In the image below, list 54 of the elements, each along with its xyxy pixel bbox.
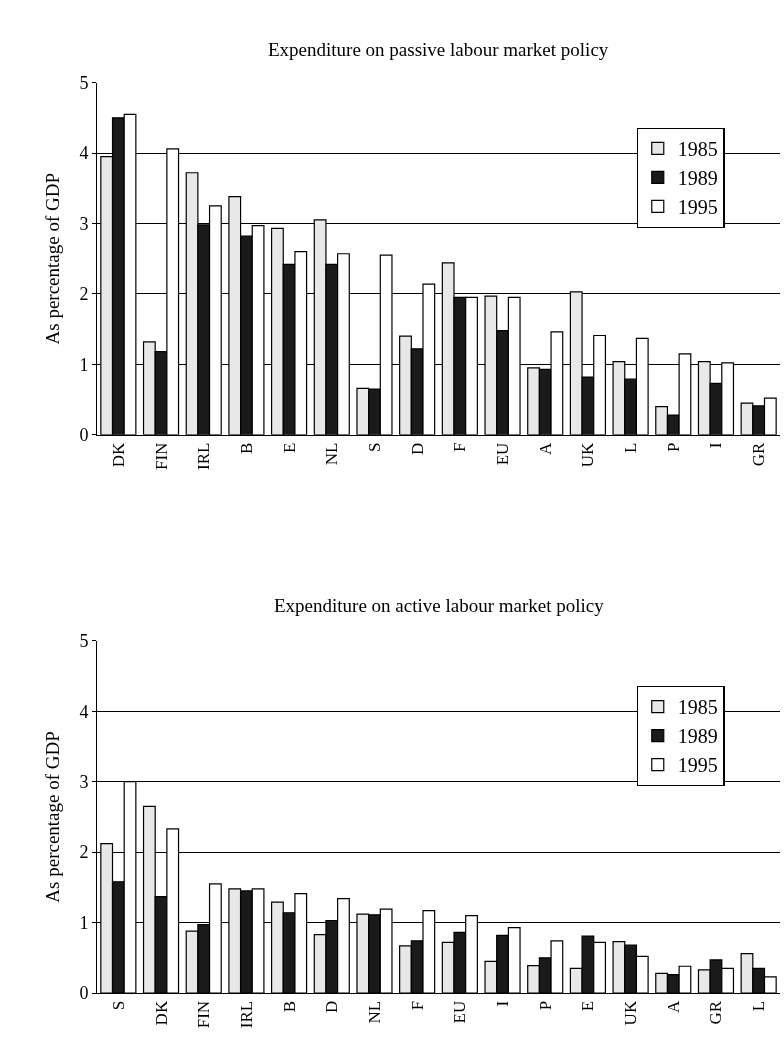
legend-label: 1985 [677,138,718,161]
x-tick-label: B [236,442,256,454]
x-tick-label: IRL [194,442,214,470]
legend-label: 1989 [677,167,718,190]
x-tick-label: GR [706,1000,726,1025]
x-tick-label: NL [322,442,342,466]
x-tick-label: D [322,1000,342,1014]
y-tick-label: 2 [79,284,89,305]
legend-label: 1995 [677,196,718,219]
x-tick-label: B [279,1000,299,1013]
chart-title: Expenditure on active labour market policy [274,595,605,616]
x-tick-label: F [407,1000,427,1011]
legend-label: 1985 [677,696,718,719]
y-tick-label: 4 [79,701,89,722]
x-tick-label: NL [364,1000,384,1024]
x-tick-label: P [535,1000,555,1011]
x-tick-label: IRL [236,1000,256,1029]
x-tick-label: FIN [194,1000,214,1029]
x-tick-label: E [279,442,299,453]
y-tick-label: 3 [79,213,89,234]
x-tick-label: GR [749,441,769,467]
y-tick-label: 2 [79,842,89,863]
y-tick-label: 0 [79,983,89,1004]
x-tick-label: D [407,442,427,455]
x-tick-label: A [663,1000,683,1014]
y-tick-label: 4 [79,143,89,164]
x-tick-label: S [108,1000,128,1011]
chart-title: Expenditure on passive labour market policy [268,39,609,60]
y-axis-title: As percentage of GDP [42,731,64,903]
x-tick-label: A [535,441,555,455]
x-tick-label: L [749,1000,769,1012]
x-tick-label: L [621,442,641,453]
y-tick-label: 5 [79,631,89,652]
x-tick-label: I [706,442,726,449]
x-tick-label: DK [151,1000,171,1026]
x-tick-label: F [450,442,470,453]
y-tick-label: 5 [79,72,89,93]
y-tick-label: 1 [79,912,89,933]
y-tick-label: 0 [79,425,89,446]
x-tick-label: UK [578,441,598,468]
y-tick-label: 3 [79,772,89,793]
x-tick-label: FIN [151,442,171,471]
x-tick-label: P [663,442,683,453]
x-tick-label: E [578,1000,598,1012]
x-tick-label: I [493,1000,513,1007]
y-axis-title: As percentage of GDP [42,172,64,345]
legend-label: 1995 [677,754,718,777]
x-tick-label: EU [493,442,513,466]
x-tick-label: UK [621,1000,641,1026]
x-tick-label: S [364,442,384,453]
y-tick-label: 1 [79,354,89,375]
x-tick-label: DK [108,441,128,468]
x-tick-label: EU [450,1000,470,1024]
legend-label: 1989 [677,725,718,748]
